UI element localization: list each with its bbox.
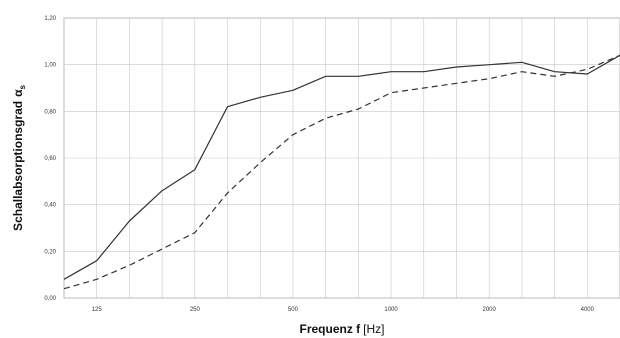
grid-lines <box>64 18 620 298</box>
y-tick-label: 0,60 <box>44 156 56 162</box>
x-tick-label: 125 <box>92 307 103 313</box>
x-axis-label-text: Frequenz f <box>299 322 361 336</box>
y-axis-label: Schallabsorptionsgrad αs <box>11 85 27 231</box>
y-tick-label: 0,00 <box>44 296 56 302</box>
x-tick-label: 500 <box>288 307 299 313</box>
x-tick-label: 250 <box>190 307 201 313</box>
y-tick-label: 1,20 <box>44 16 56 22</box>
x-axis-unit: [Hz] <box>363 322 384 336</box>
y-tick-label: 0,80 <box>44 109 56 115</box>
x-tick-label: 1000 <box>384 307 398 313</box>
y-axis-subscript: s <box>18 85 27 90</box>
y-tick-label: 0,20 <box>44 249 56 255</box>
data-series <box>63 54 620 290</box>
series-line-dashed <box>63 54 620 290</box>
series-line-solid <box>63 54 620 280</box>
y-tick-labels: 0,00 0,20 0,40 0,60 0,80 1,00 1,20 <box>44 16 56 302</box>
y-axis-symbol: α <box>11 89 25 97</box>
y-axis-label-text: Schallabsorptionsgrad <box>11 101 25 231</box>
x-axis-label: Frequenz f [Hz] <box>299 322 384 336</box>
x-tick-labels: 125 250 500 1000 2000 4000 <box>92 307 595 313</box>
x-tick-label: 2000 <box>482 307 496 313</box>
y-tick-label: 1,00 <box>44 63 56 69</box>
y-tick-label: 0,40 <box>44 203 56 209</box>
x-tick-label: 4000 <box>581 307 595 313</box>
